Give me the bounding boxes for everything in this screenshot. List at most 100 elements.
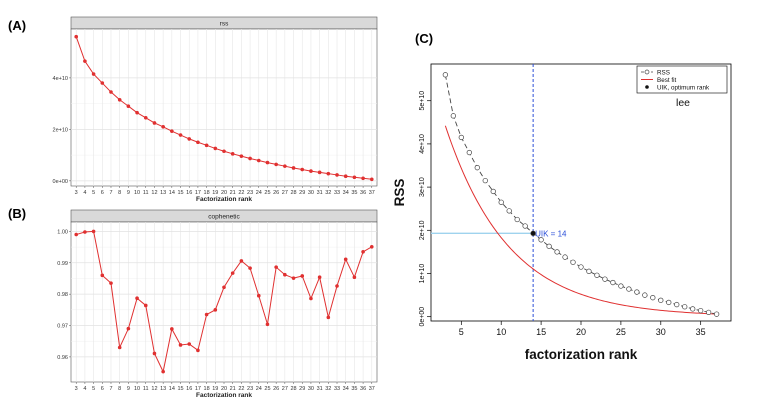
x-tick-label: 19 (212, 190, 218, 196)
rss-point (514, 216, 520, 223)
data-point (170, 129, 174, 133)
data-point (109, 90, 113, 94)
x-tick-label: 7 (109, 190, 112, 196)
rss-point (658, 297, 664, 303)
x-tick-label: 7 (109, 386, 112, 392)
panel-label-b: (B) (8, 206, 26, 221)
x-tick-label: 5 (92, 190, 95, 196)
x-tick-label: 16 (186, 386, 192, 392)
y-tick-label: 1.00 (57, 229, 68, 235)
data-point (335, 284, 339, 288)
y-axis-label: RSS (392, 179, 407, 207)
data-point (274, 162, 278, 167)
data-point (109, 281, 113, 285)
x-tick-label: 36 (360, 190, 366, 196)
x-tick-label: 22 (238, 190, 244, 196)
x-tick-label: 19 (212, 386, 218, 392)
data-point (248, 156, 252, 161)
legend-fit-label: Best fit (657, 77, 676, 84)
x-axis-label: factorization rank (525, 347, 638, 362)
data-point (317, 170, 322, 175)
data-point (256, 158, 261, 163)
data-point (135, 110, 139, 115)
y-tick-label: 0.99 (57, 261, 68, 267)
data-point (361, 250, 365, 254)
x-tick-label: 35 (351, 386, 357, 392)
x-axis-label: Factorization rank (196, 196, 252, 203)
x-tick-label: 20 (576, 327, 586, 337)
x-tick-label: 29 (299, 386, 305, 392)
legend-uik-label: UIK, optimum rank (657, 84, 710, 91)
facet-title: cophenetic (208, 214, 240, 221)
data-point (265, 160, 270, 165)
rss-point (522, 223, 528, 229)
x-tick-label: 21 (230, 386, 236, 392)
data-point (187, 137, 192, 141)
rss-point (546, 243, 552, 249)
x-tick-label: 6 (101, 190, 104, 196)
rss-point (650, 295, 656, 301)
data-point (91, 229, 96, 234)
data-point (187, 342, 192, 346)
y-tick-label: 3e+10 (419, 177, 426, 197)
rss-point (666, 299, 672, 306)
rss-point (642, 292, 648, 298)
rss-point (690, 306, 696, 312)
panel-label-c: (C) (415, 31, 433, 46)
data-point (369, 177, 374, 182)
data-point (117, 345, 122, 350)
data-point (161, 369, 165, 374)
x-tick-label: 15 (177, 386, 183, 392)
rss-point (634, 289, 640, 295)
rss-point (506, 208, 512, 214)
x-tick-label: 20 (221, 386, 227, 392)
x-tick-label: 25 (264, 386, 270, 392)
data-point (256, 293, 261, 298)
x-tick-label: 10 (496, 327, 506, 337)
x-tick-label: 18 (204, 190, 210, 196)
data-point (178, 133, 183, 137)
x-tick-label: 30 (308, 386, 314, 392)
data-point (343, 257, 348, 262)
rss-point (626, 286, 632, 292)
x-tick-label: 12 (151, 386, 157, 392)
x-tick-label: 15 (177, 190, 183, 196)
x-tick-label: 11 (143, 190, 149, 196)
legend-rss-label: RSS (657, 69, 670, 76)
data-point (152, 351, 157, 356)
data-point (352, 275, 357, 280)
x-tick-label: 30 (308, 190, 314, 196)
data-point (335, 173, 339, 177)
rss-point (498, 199, 504, 205)
panel-label-a: (A) (8, 18, 26, 33)
data-point (213, 308, 218, 312)
y-tick-label: 2e+10 (419, 220, 426, 240)
x-tick-label: 37 (369, 190, 375, 196)
rss-point (570, 259, 576, 265)
x-tick-label: 35 (696, 327, 706, 337)
y-tick-label: 0.98 (57, 292, 68, 298)
data-point (117, 97, 122, 102)
rss-point (474, 165, 480, 171)
data-point (222, 149, 226, 154)
x-tick-label: 31 (317, 386, 323, 392)
data-point (83, 230, 87, 234)
x-tick-label: 17 (195, 386, 201, 392)
x-tick-label: 6 (101, 386, 104, 392)
x-axis-label: Factorization rank (196, 392, 252, 399)
x-tick-label: 4 (83, 386, 86, 392)
data-point (248, 266, 252, 270)
x-tick-label: 5 (92, 386, 95, 392)
data-point (126, 104, 131, 109)
y-tick-label: 4e+10 (53, 76, 68, 82)
x-tick-label: 18 (204, 386, 210, 392)
rss-point (610, 279, 616, 286)
data-point (74, 232, 79, 237)
data-point (361, 176, 365, 181)
data-point (300, 274, 305, 278)
x-tick-label: 21 (230, 190, 236, 196)
best-fit-line (444, 125, 717, 315)
x-tick-label: 36 (360, 386, 366, 392)
y-tick-label: 0e+00 (419, 307, 426, 327)
x-tick-label: 14 (169, 190, 175, 196)
